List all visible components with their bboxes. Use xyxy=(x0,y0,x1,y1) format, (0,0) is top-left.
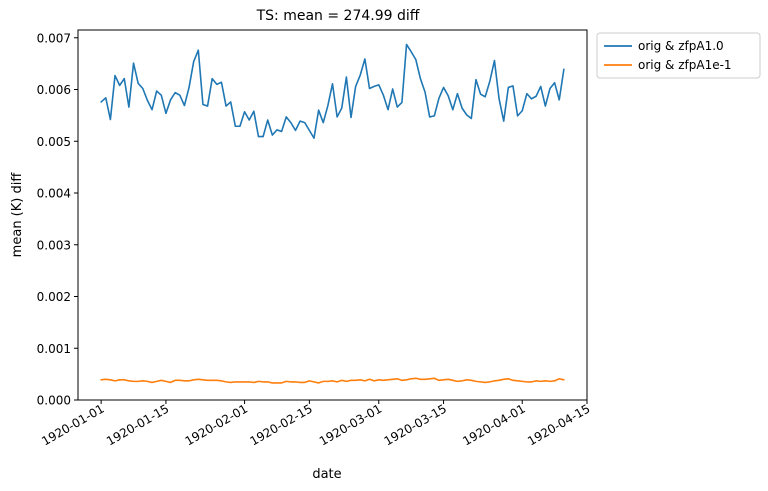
legend-box xyxy=(596,32,761,79)
y-tick-label: 0.002 xyxy=(37,290,71,304)
y-tick-label: 0.005 xyxy=(37,135,71,149)
y-tick-label: 0.001 xyxy=(37,342,71,356)
series-layer xyxy=(100,43,565,384)
legend-label-series-1: orig & zfpA1.0 xyxy=(638,39,724,53)
plot-area xyxy=(78,30,587,400)
legend-label-series-2: orig & zfpA1e-1 xyxy=(638,58,732,72)
x-tick-label: 1920-03-15 xyxy=(382,401,449,448)
legend: orig & zfpA1.0 orig & zfpA1e-1 xyxy=(596,32,761,79)
y-tick-label: 0.006 xyxy=(37,83,71,97)
y-tick-label: 0.000 xyxy=(37,394,71,408)
y-tick-label: 0.003 xyxy=(37,238,71,252)
chart-title: TS: mean = 274.99 diff xyxy=(256,8,420,24)
y-axis: 0.000 0.001 0.002 0.003 0.004 0.005 0.006 0.007 xyxy=(37,31,78,408)
plot-frame xyxy=(77,29,588,401)
x-tick-label: 1920-03-01 xyxy=(317,401,384,448)
series-line-1 xyxy=(100,43,565,139)
x-tick-label: 1920-01-15 xyxy=(104,401,171,448)
x-tick-label: 1920-04-01 xyxy=(460,401,527,448)
x-axis-label: date xyxy=(312,467,341,482)
y-tick-label: 0.004 xyxy=(37,187,71,201)
y-axis-label: mean (K) diff xyxy=(10,172,25,258)
series-line-2 xyxy=(100,377,565,384)
x-tick-label: 1920-01-01 xyxy=(39,401,106,448)
x-tick-label: 1920-04-15 xyxy=(525,401,592,448)
x-tick-label: 1920-02-15 xyxy=(247,401,314,448)
x-tick-label: 1920-02-01 xyxy=(183,401,250,448)
y-tick-label: 0.007 xyxy=(37,31,71,45)
